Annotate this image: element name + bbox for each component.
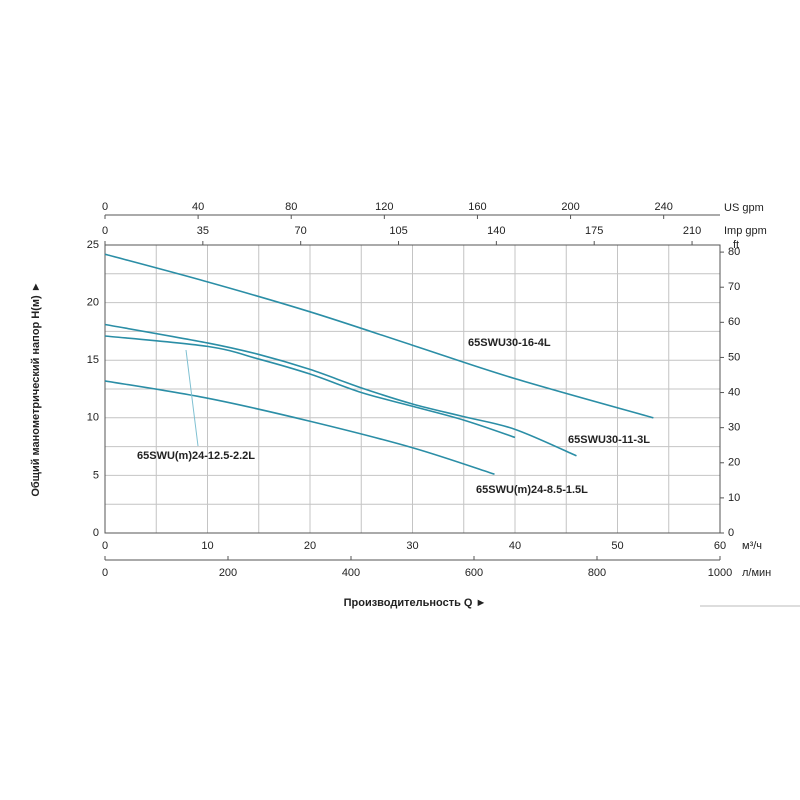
- x4-unit: Imp gpm: [724, 225, 767, 237]
- y2-tick-label: 0: [728, 527, 734, 539]
- x3-tick-label: 160: [468, 201, 486, 213]
- x-tick-label: 60: [714, 540, 726, 552]
- y2-tick-label: 30: [728, 422, 740, 434]
- curve-label: 65SWU30-11-3L: [568, 434, 650, 446]
- x2-tick-label: 0: [102, 567, 108, 579]
- x4-tick-label: 70: [295, 225, 307, 237]
- y2-tick-label: 10: [728, 492, 740, 504]
- curve-label: 65SWU(m)24-12.5-2.2L: [137, 450, 255, 462]
- curve: [104, 380, 495, 476]
- y-tick-label: 0: [93, 527, 99, 539]
- curve: [104, 335, 516, 439]
- y2-tick-label: 70: [728, 281, 740, 293]
- y-tick-label: 10: [87, 412, 99, 424]
- x3-tick-label: 0: [102, 201, 108, 213]
- x3-tick-label: 40: [192, 201, 204, 213]
- x4-tick-label: 140: [487, 225, 505, 237]
- y-tick-label: 20: [87, 297, 99, 309]
- x4-tick-label: 0: [102, 225, 108, 237]
- curve: [104, 253, 654, 419]
- curve: [104, 323, 577, 457]
- x2-unit: л/мин: [742, 567, 771, 579]
- x-tick-label: 40: [509, 540, 521, 552]
- x-axis-title: Производительность Q ►: [344, 597, 487, 609]
- x3-tick-label: 200: [561, 201, 579, 213]
- x2-tick-label: 1000: [708, 567, 732, 579]
- y2-tick-label: 60: [728, 316, 740, 328]
- x2-tick-label: 800: [588, 567, 606, 579]
- y2-tick-label: 40: [728, 386, 740, 398]
- x2-tick-label: 400: [342, 567, 360, 579]
- leader-line: [185, 349, 199, 447]
- x4-tick-label: 105: [389, 225, 407, 237]
- y2-tick-label: 20: [728, 457, 740, 469]
- y2-tick-label: 50: [728, 351, 740, 363]
- y2-unit: ft: [733, 239, 739, 251]
- x-unit: м³/ч: [742, 540, 762, 552]
- x-tick-label: 0: [102, 540, 108, 552]
- y-tick-label: 25: [87, 239, 99, 251]
- y2-tick-label: 80: [728, 246, 740, 258]
- x-tick-label: 30: [406, 540, 418, 552]
- y-tick-label: 15: [87, 354, 99, 366]
- x-tick-label: 50: [611, 540, 623, 552]
- x4-tick-label: 210: [683, 225, 701, 237]
- curve-label: 65SWU30-16-4L: [468, 337, 551, 349]
- x4-tick-label: 175: [585, 225, 603, 237]
- y-tick-label: 5: [93, 469, 99, 481]
- x4-tick-label: 35: [197, 225, 209, 237]
- x3-tick-label: 120: [375, 201, 393, 213]
- x3-tick-label: 240: [654, 201, 672, 213]
- y-axis-title: Общий манометрический напор H(м) ►: [30, 281, 42, 496]
- x3-unit: US gpm: [724, 202, 764, 214]
- x-tick-label: 10: [201, 540, 213, 552]
- x3-tick-label: 80: [285, 201, 297, 213]
- x2-tick-label: 200: [219, 567, 237, 579]
- x2-tick-label: 600: [465, 567, 483, 579]
- x-tick-label: 20: [304, 540, 316, 552]
- curve-label: 65SWU(m)24-8.5-1.5L: [476, 484, 588, 496]
